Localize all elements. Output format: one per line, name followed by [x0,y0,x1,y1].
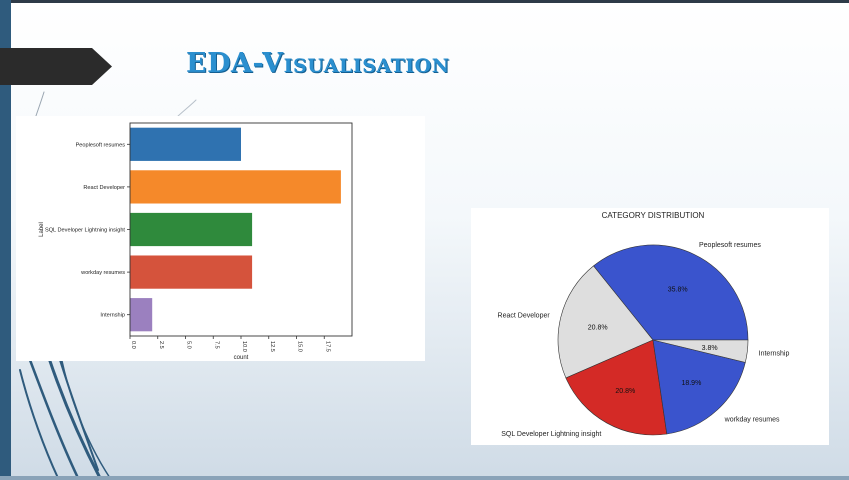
y-tick-label: workday resumes [80,270,125,276]
top-border [0,0,849,3]
pie-slice-2 [565,339,668,436]
y-tick-label: React Developer [83,185,125,191]
y-tick-label: Internship [100,313,125,319]
x-tick-label: 17.5 [324,341,330,352]
bar-0 [130,127,241,161]
y-axis-label: Label [39,222,45,237]
pie-percent-label: 20.8% [615,388,635,395]
y-tick-label: Peoplesoft resumes [76,142,126,148]
slide-title: EDA-Visualisation [186,48,450,79]
pie-chart: CATEGORY DISTRIBUTION 35.8% Peoplesoft res… [498,211,790,438]
x-tick-label: 5.0 [186,341,192,349]
bar-3 [130,255,253,289]
pie-chart-panel: CATEGORY DISTRIBUTION 35.8% Peoplesoft res… [471,208,829,445]
pie-slice-0 [593,244,749,341]
pie-category-label: Peoplesoft resumes [699,242,761,249]
pie-category-label: React Developer [498,313,551,320]
pie-percent-label: 3.8% [702,345,718,352]
left-accent-strip [0,0,11,480]
y-tick-label: SQL Developer Lightning insight [45,228,125,234]
pie-slice-4 [652,339,749,363]
pie-title: CATEGORY DISTRIBUTION [602,211,705,220]
bar-4 [130,298,153,332]
bottom-border [0,476,849,480]
pie-percent-label: 18.9% [681,380,701,387]
x-tick-label: 7.5 [213,341,219,349]
title-arrow-tab [0,48,112,85]
x-tick-label: 15.0 [297,341,303,352]
pie-slice-3 [652,339,746,435]
x-tick-label: 10.0 [241,341,247,352]
x-tick-label: 2.5 [158,341,164,349]
x-axis-label: count [234,355,249,361]
pie-percent-label: 35.8% [668,287,688,294]
pie-category-label: SQL Developer Lightning insight [501,431,601,438]
bar-1 [130,170,341,204]
pie-category-label: Internship [759,351,790,358]
bar-2 [130,212,253,247]
pie-slice-1 [557,265,654,379]
pie-percent-label: 20.8% [588,324,608,331]
x-tick-label: 12.5 [269,341,275,352]
x-tick-label: 0.0 [130,341,136,349]
bar-chart-panel: Peoplesoft resumes React Developer SQL Dev… [16,116,425,361]
bar-chart: Peoplesoft resumes React Developer SQL Dev… [39,122,353,361]
pie-category-label: workday resumes [724,417,780,424]
